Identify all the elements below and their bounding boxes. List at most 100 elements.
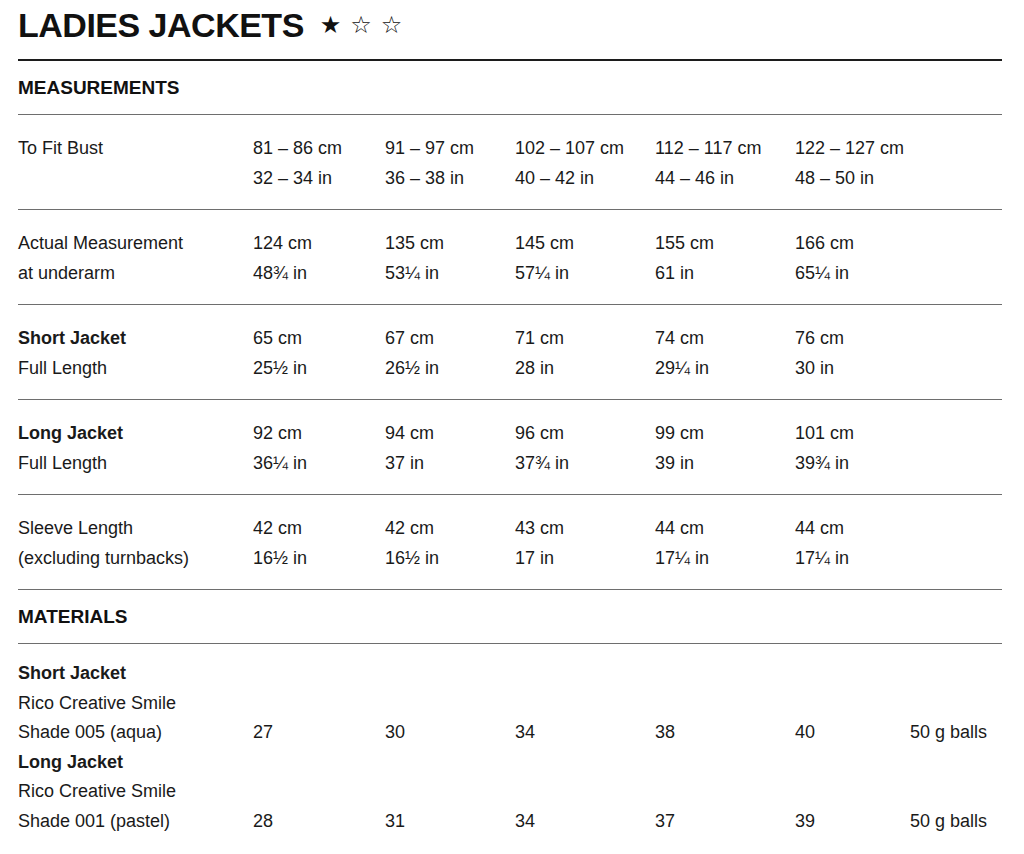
value-in: 30 in [795, 353, 910, 383]
size-value: 42 cm 16½ in [385, 513, 515, 573]
material-name: Short Jacket [18, 659, 1002, 689]
value-in: 44 – 46 in [655, 163, 795, 193]
value-in: 39¾ in [795, 448, 910, 478]
quantity-value: 30 [385, 718, 515, 748]
size-value: 94 cm 37 in [385, 418, 515, 478]
star-empty-icon: ☆ [381, 11, 403, 38]
row-label: Sleeve Length (excluding turnbacks) [18, 513, 253, 573]
value-in: 17¼ in [795, 543, 910, 573]
size-value: 65 cm 25½ in [253, 323, 385, 383]
material-shade: Shade 001 (pastel) [18, 807, 253, 837]
materials-list: Short Jacket Rico Creative Smile Shade 0… [18, 644, 1002, 836]
row-sleeve-length: Sleeve Length (excluding turnbacks) 42 c… [18, 495, 1002, 589]
size-value: 44 cm 17¼ in [795, 513, 910, 573]
material-shade: Shade 005 (aqua) [18, 718, 253, 748]
value-in: 37¾ in [515, 448, 655, 478]
value-cm: 67 cm [385, 323, 515, 353]
value-in: 40 – 42 in [515, 163, 655, 193]
value-cm: 145 cm [515, 228, 655, 258]
size-value: 42 cm 16½ in [253, 513, 385, 573]
value-in: 57¼ in [515, 258, 655, 288]
page-header: LADIES JACKETS ★☆☆ [18, 0, 1002, 54]
size-value: 71 cm 28 in [515, 323, 655, 383]
quantity-value: 34 [515, 807, 655, 837]
quantity-value: 39 [795, 807, 910, 837]
row-label: To Fit Bust [18, 133, 253, 193]
size-value: 102 – 107 cm 40 – 42 in [515, 133, 655, 193]
size-value: 135 cm 53¼ in [385, 228, 515, 288]
value-in: 32 – 34 in [253, 163, 385, 193]
size-value: 91 – 97 cm 36 – 38 in [385, 133, 515, 193]
material-quantities-row: Shade 005 (aqua) 27 30 34 38 40 50 g bal… [18, 718, 1002, 748]
value-cm: 102 – 107 cm [515, 133, 655, 163]
value-in: 61 in [655, 258, 795, 288]
row-to-fit-bust: To Fit Bust 81 – 86 cm 32 – 34 in 91 – 9… [18, 115, 1002, 209]
value-in: 25½ in [253, 353, 385, 383]
difficulty-rating: ★☆☆ [320, 13, 412, 37]
value-cm: 43 cm [515, 513, 655, 543]
quantity-unit: 50 g balls [910, 718, 1002, 748]
material-quantities-row: Shade 001 (pastel) 28 31 34 37 39 50 g b… [18, 807, 1002, 837]
value-cm: 122 – 127 cm [795, 133, 910, 163]
quantity-unit: 50 g balls [910, 807, 1002, 837]
row-actual-measurement: Actual Measurement at underarm 124 cm 48… [18, 210, 1002, 304]
quantity-value: 40 [795, 718, 910, 748]
value-cm: 135 cm [385, 228, 515, 258]
star-empty-icon: ☆ [350, 11, 372, 38]
value-in: 48 – 50 in [795, 163, 910, 193]
value-cm: 44 cm [795, 513, 910, 543]
quantity-value: 28 [253, 807, 385, 837]
value-cm: 42 cm [253, 513, 385, 543]
size-value: 155 cm 61 in [655, 228, 795, 288]
value-in: 17 in [515, 543, 655, 573]
size-value: 112 – 117 cm 44 – 46 in [655, 133, 795, 193]
quantity-value: 27 [253, 718, 385, 748]
size-value: 74 cm 29¼ in [655, 323, 795, 383]
value-cm: 92 cm [253, 418, 385, 448]
size-value: 96 cm 37¾ in [515, 418, 655, 478]
row-label-line2: Full Length [18, 353, 253, 383]
value-cm: 124 cm [253, 228, 385, 258]
row-label-line1: To Fit Bust [18, 133, 253, 163]
value-in: 48¾ in [253, 258, 385, 288]
value-in: 26½ in [385, 353, 515, 383]
value-in: 65¼ in [795, 258, 910, 288]
value-cm: 65 cm [253, 323, 385, 353]
page-title: LADIES JACKETS [18, 4, 304, 46]
row-label-line2: (excluding turnbacks) [18, 543, 253, 573]
size-value: 145 cm 57¼ in [515, 228, 655, 288]
row-label-line2: Full Length [18, 448, 253, 478]
value-in: 16½ in [385, 543, 515, 573]
size-value: 81 – 86 cm 32 – 34 in [253, 133, 385, 193]
row-label: Long Jacket Full Length [18, 418, 253, 478]
pattern-page: LADIES JACKETS ★☆☆ MEASUREMENTS To Fit B… [0, 0, 1024, 854]
size-value: 124 cm 48¾ in [253, 228, 385, 288]
size-value: 76 cm 30 in [795, 323, 910, 383]
value-cm: 166 cm [795, 228, 910, 258]
size-value: 92 cm 36¼ in [253, 418, 385, 478]
value-in: 29¼ in [655, 353, 795, 383]
value-in: 37 in [385, 448, 515, 478]
material-yarn: Rico Creative Smile [18, 689, 1002, 719]
value-cm: 76 cm [795, 323, 910, 353]
value-cm: 101 cm [795, 418, 910, 448]
value-in: 36¼ in [253, 448, 385, 478]
value-cm: 155 cm [655, 228, 795, 258]
value-cm: 96 cm [515, 418, 655, 448]
value-in: 53¼ in [385, 258, 515, 288]
row-label-line1: Sleeve Length [18, 513, 253, 543]
material-name: Long Jacket [18, 748, 1002, 778]
material-yarn: Rico Creative Smile [18, 777, 1002, 807]
value-cm: 71 cm [515, 323, 655, 353]
value-cm: 74 cm [655, 323, 795, 353]
value-cm: 112 – 117 cm [655, 133, 795, 163]
quantity-value: 31 [385, 807, 515, 837]
row-label: Short Jacket Full Length [18, 323, 253, 383]
row-label: Actual Measurement at underarm [18, 228, 253, 288]
value-in: 16½ in [253, 543, 385, 573]
value-in: 39 in [655, 448, 795, 478]
value-cm: 42 cm [385, 513, 515, 543]
quantity-value: 37 [655, 807, 795, 837]
size-value: 166 cm 65¼ in [795, 228, 910, 288]
value-cm: 91 – 97 cm [385, 133, 515, 163]
